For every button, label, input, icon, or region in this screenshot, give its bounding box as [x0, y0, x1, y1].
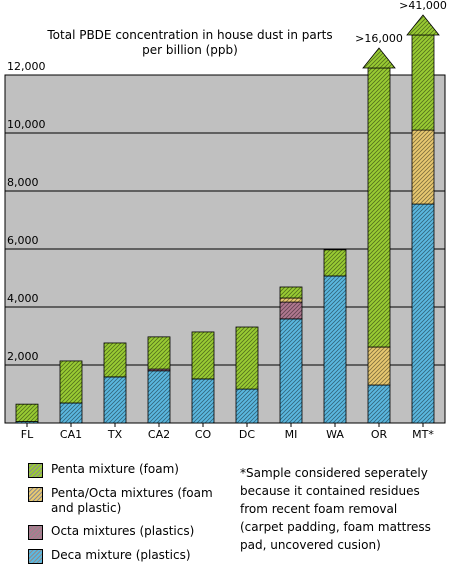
- legend-label: Deca mixture (plastics): [51, 548, 191, 562]
- x-tick-label: CA1: [60, 428, 82, 441]
- bar-segment: [367, 346, 391, 386]
- legend-label: Penta mixture (foam): [51, 462, 179, 476]
- bar-segment: [103, 342, 127, 378]
- x-tick-label: MT*: [412, 428, 434, 441]
- x-tick-label: FL: [21, 428, 34, 441]
- bar-segment: [15, 403, 39, 422]
- chart-title: Total PBDE concentration in house dust i…: [47, 28, 333, 57]
- x-tick-label: CO: [195, 428, 212, 441]
- x-tick-label: WA: [326, 428, 344, 441]
- bar-segment: [147, 370, 171, 424]
- y-tick-label: 12,000: [7, 60, 46, 73]
- bar-segment: [411, 203, 435, 424]
- legend-item: Deca mixture (plastics): [28, 548, 228, 564]
- bar-segment: [279, 318, 303, 424]
- y-tick-label: 4,000: [7, 292, 39, 305]
- legend-label: Octa mixtures (plastics): [51, 524, 195, 538]
- bar-segment: [279, 297, 303, 303]
- legend-item: Octa mixtures (plastics): [28, 524, 228, 540]
- legend-item: Penta mixture (foam): [28, 462, 228, 478]
- bar-segment: [367, 67, 391, 348]
- bar-segment: [147, 336, 171, 370]
- legend-swatch: [28, 463, 43, 478]
- x-tick-label: MI: [285, 428, 298, 441]
- bar-segment: [323, 249, 347, 277]
- bar-segment: [59, 402, 83, 424]
- overflow-arrow: [406, 14, 440, 36]
- legend-item: Penta/Octa mixtures (foam and plastic): [28, 486, 228, 516]
- bar-segment: [235, 388, 259, 424]
- y-tick-label: 6,000: [7, 234, 39, 247]
- bar-segment: [235, 326, 259, 390]
- bar-segment: [279, 301, 303, 320]
- legend: Penta mixture (foam) Penta/Octa mixtures …: [28, 462, 228, 572]
- bar-segment: [191, 378, 215, 424]
- y-tick-label: 2,000: [7, 350, 39, 363]
- bar-segment: [279, 286, 303, 299]
- footnote: *Sample considered seperately because it…: [240, 466, 431, 552]
- annotation: >16,000: [355, 32, 403, 45]
- overflow-arrow: [362, 47, 396, 69]
- bar-segment: [411, 34, 435, 131]
- bar-segment: [103, 376, 127, 424]
- x-tick-label: OR: [371, 428, 388, 441]
- x-tick-label: CA2: [148, 428, 170, 441]
- bar-segment: [411, 129, 435, 205]
- y-tick-label: 10,000: [7, 118, 46, 131]
- x-tick-label: TX: [107, 428, 123, 441]
- bar-segment: [59, 360, 83, 404]
- bar-segment: [191, 331, 215, 380]
- bar-segment: [367, 384, 391, 424]
- annotation: >41,000: [399, 0, 447, 12]
- y-tick-label: 8,000: [7, 176, 39, 189]
- legend-swatch: [28, 525, 43, 540]
- legend-label: Penta/Octa mixtures (foam and plastic): [51, 486, 213, 515]
- legend-swatch: [28, 487, 43, 502]
- x-tick-label: DC: [239, 428, 255, 441]
- legend-swatch: [28, 549, 43, 564]
- bar-segment: [323, 275, 347, 424]
